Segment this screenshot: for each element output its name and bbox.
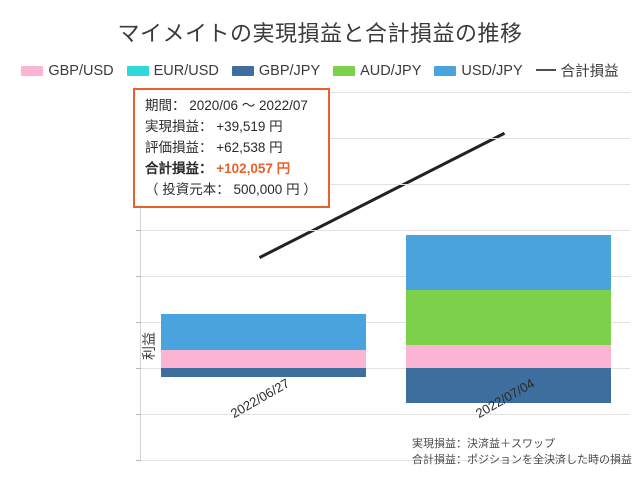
y-axis-tick-mark xyxy=(136,276,141,277)
gridline xyxy=(141,138,630,139)
gridline xyxy=(141,230,630,231)
bar-segment[interactable] xyxy=(406,368,611,403)
legend-item-label: GBP/USD xyxy=(48,62,114,79)
callout-row-label: 評価損益： xyxy=(145,140,213,155)
callout-row: 実現損益： +39,519 円 xyxy=(145,116,320,137)
callout-row-value: +39,519 円 xyxy=(212,119,283,134)
callout-row-label: 期間： xyxy=(145,98,186,113)
bar-segment[interactable] xyxy=(406,345,611,368)
legend-swatch-icon xyxy=(434,65,457,76)
gridline xyxy=(141,322,630,323)
callout-row: （ 投資元本： 500,000 円 ） xyxy=(145,179,320,200)
chart-legend: GBP/USD EUR/USD GBP/JPY AUD/JPY USD/JPY 合計損益 xyxy=(0,60,640,81)
legend-item-label: 合計損益 xyxy=(560,64,619,80)
y-axis-title: 利益 xyxy=(141,332,157,360)
page-title: マイメイトの実現損益と合計損益の推移 xyxy=(117,21,523,46)
legend-item-eur-usd[interactable]: EUR/USD xyxy=(126,62,219,79)
callout-row-label: （ 投資元本： xyxy=(145,182,230,197)
bar-segment[interactable] xyxy=(406,289,611,345)
legend-item--[interactable]: 合計損益 xyxy=(535,60,619,81)
callout-row-value: +62,538 円 xyxy=(212,140,283,155)
legend-item-label: USD/JPY xyxy=(461,62,523,79)
callout-row-value: 2020/06 〜 2022/07 xyxy=(185,98,308,113)
legend-item-label: AUD/JPY xyxy=(360,62,422,79)
legend-item-gbp-jpy[interactable]: GBP/JPY xyxy=(231,62,321,79)
legend-item-usd-jpy[interactable]: USD/JPY xyxy=(434,62,523,79)
callout-row-label: 実現損益： xyxy=(145,119,213,134)
callout-row-value: 500,000 円 ） xyxy=(229,182,317,197)
gridline xyxy=(141,368,630,369)
callout-row: 期間： 2020/06 〜 2022/07 xyxy=(145,95,320,116)
legend-swatch-icon xyxy=(126,65,149,76)
callout-row-value: +102,057 円 xyxy=(212,161,291,176)
gridline xyxy=(141,460,630,461)
footnotes: 実現損益：決済益＋スワップ 合計損益：ポジションを全決済した時の損益 xyxy=(412,436,632,468)
callout-row: 評価損益： +62,538 円 xyxy=(145,137,320,158)
gridline xyxy=(141,414,630,415)
legend-item-aud-jpy[interactable]: AUD/JPY xyxy=(333,63,421,79)
legend-swatch-icon xyxy=(231,65,254,76)
callout-row-label: 合計損益： xyxy=(145,161,213,176)
gridline xyxy=(141,276,630,277)
legend-item-label: GBP/JPY xyxy=(258,62,321,79)
gridline xyxy=(141,184,630,185)
bar-segment[interactable] xyxy=(161,349,366,368)
legend-swatch-icon xyxy=(333,65,356,76)
y-axis-tick-mark xyxy=(136,414,141,415)
plot-area: 利益 ¥ 120,000¥ 100,000¥ 80,000¥ 60,000¥ 4… xyxy=(136,92,630,461)
bar-segment[interactable] xyxy=(161,368,366,378)
y-axis-tick-mark xyxy=(136,460,141,461)
callout-row: 合計損益： +102,057 円 xyxy=(145,158,320,179)
bar-segment[interactable] xyxy=(161,313,366,350)
y-axis-tick-mark xyxy=(136,230,141,231)
y-axis-tick-mark xyxy=(136,322,141,323)
footnote-total: 合計損益：ポジションを全決済した時の損益 xyxy=(412,454,632,466)
gridline xyxy=(141,92,630,93)
legend-swatch-icon xyxy=(21,65,44,76)
summary-callout: 期間： 2020/06 〜 2022/07 実現損益： +39,519 円評価損益… xyxy=(133,88,330,208)
footnote-realized: 実現損益：決済益＋スワップ xyxy=(412,438,555,450)
legend-item-gbp-usd[interactable]: GBP/USD xyxy=(21,62,114,79)
y-axis-tick-mark xyxy=(136,368,141,369)
legend-line-icon xyxy=(535,68,556,71)
legend-item-label: EUR/USD xyxy=(153,62,219,79)
bar-segment[interactable] xyxy=(406,234,611,290)
